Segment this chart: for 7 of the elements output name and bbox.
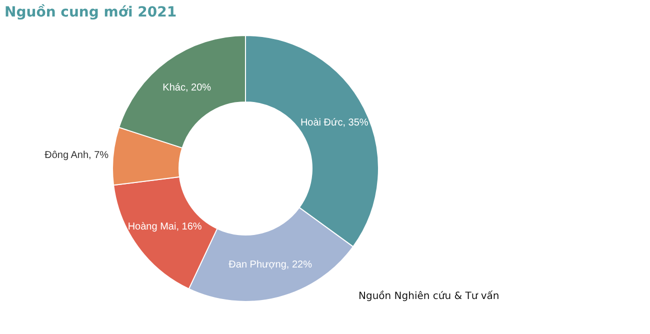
slice-label: Hoàng Mai, 16% [128,222,202,233]
slice-label: Hoài Đức, 35% [300,118,368,129]
slice-label: Đan Phượng, 22% [228,260,312,271]
chart-title: Nguồn cung mới 2021 [4,4,177,20]
text: Nguồn Nghiên cứu & Tư vấn [358,290,500,302]
slice-label: Đông Anh, 7% [44,150,109,162]
slice-label: Khác, 20% [162,82,212,94]
